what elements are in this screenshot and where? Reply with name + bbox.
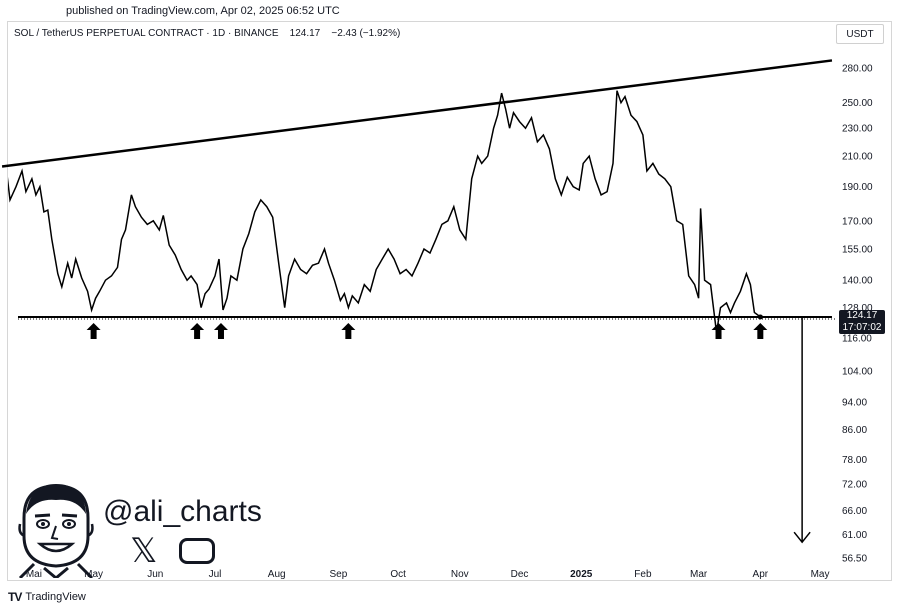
support-arrow-0 <box>86 323 101 339</box>
x-tick-label: May <box>811 569 830 580</box>
y-tick-label: 280.00 <box>842 64 873 75</box>
y-tick-label: 170.00 <box>842 216 873 227</box>
x-tick-label: Feb <box>634 569 652 580</box>
y-tick-label: 190.00 <box>842 182 873 193</box>
target-arrow-head <box>793 531 811 544</box>
bar-countdown: 17:07:02 <box>842 322 882 333</box>
y-tick-label: 56.50 <box>842 554 867 565</box>
symbol-header: SOL / TetherUS PERPETUAL CONTRACT · 1D ·… <box>14 28 401 39</box>
tradingview-logo-icon: TV <box>8 590 22 604</box>
series-line-0 <box>8 90 761 333</box>
symbol-change: −2.43 (−1.92%) <box>331 28 401 39</box>
y-axis: 280.00 250.00 230.00 210.00 190.00 170.00 155.… <box>842 64 873 565</box>
x-tick-label: Jun <box>147 569 163 580</box>
symbol-price: 124.17 <box>289 28 321 39</box>
x-icon: 𝕏 <box>130 531 158 571</box>
x-tick-label: Apr <box>753 569 769 580</box>
youtube-icon <box>179 538 216 564</box>
y-tick-label: 94.00 <box>842 398 867 409</box>
support-arrow-1 <box>190 323 205 339</box>
y-tick-label: 61.00 <box>842 530 867 541</box>
x-tick-label: Mar <box>690 569 708 580</box>
y-tick-label: 104.00 <box>842 367 873 378</box>
y-tick-label: 230.00 <box>842 124 873 135</box>
x-tick-label: Jul <box>209 569 222 580</box>
x-tick-label: May <box>84 569 103 580</box>
trendline-resistance <box>1 59 833 168</box>
support-arrow-4 <box>711 323 726 339</box>
support-arrow-5 <box>753 323 768 339</box>
x-tick-label: Aug <box>268 569 286 580</box>
footer-brand-label: TradingView <box>25 591 86 603</box>
currency-button[interactable]: USDT <box>836 24 884 44</box>
footer-brand: TV TradingView <box>8 590 86 604</box>
x-tick-label: Sep <box>330 569 348 580</box>
y-tick-label: 86.00 <box>842 425 867 436</box>
x-axis: Mai May Jun Jul Aug Sep Oct Nov Dec 2025 Feb Mar Apr… <box>26 569 830 580</box>
y-tick-label: 128.00 <box>842 303 873 314</box>
y-tick-label: 72.00 <box>842 479 867 490</box>
y-tick-label: 116.00 <box>842 333 872 344</box>
published-note: published on TradingView.com, Apr 02, 20… <box>66 5 340 17</box>
symbol-name: SOL / TetherUS PERPETUAL CONTRACT <box>14 28 204 39</box>
x-tick-label: 2025 <box>570 569 593 580</box>
chart-frame <box>7 21 892 581</box>
last-price-tag: 124.17 17:07:02 <box>839 310 885 334</box>
support-arrow-2 <box>213 323 228 339</box>
y-tick-label: 78.00 <box>842 455 867 466</box>
series-layer <box>8 90 763 333</box>
y-tick-label: 66.00 <box>842 506 867 517</box>
currency-label: USDT <box>846 28 874 40</box>
y-tick-label: 140.00 <box>842 276 873 287</box>
social-icons: 𝕏 <box>130 531 216 571</box>
symbol-exchange: BINANCE <box>234 28 279 39</box>
watermark-handle: @ali_charts <box>103 495 262 528</box>
symbol-interval: 1D <box>212 28 226 39</box>
x-tick-label: Mai <box>26 569 42 580</box>
support-arrow-3 <box>341 323 356 339</box>
x-tick-label: Oct <box>390 569 406 580</box>
x-tick-label: Dec <box>511 569 529 580</box>
y-tick-label: 155.00 <box>842 245 873 256</box>
last-point-marker <box>757 314 763 320</box>
arrow-layer <box>86 316 811 544</box>
y-tick-label: 210.00 <box>842 152 873 163</box>
trendline-layer <box>1 59 836 320</box>
x-tick-label: Nov <box>451 569 469 580</box>
last-price-value: 124.17 <box>846 310 878 321</box>
avatar-icon <box>18 484 94 578</box>
y-tick-label: 250.00 <box>842 98 873 109</box>
